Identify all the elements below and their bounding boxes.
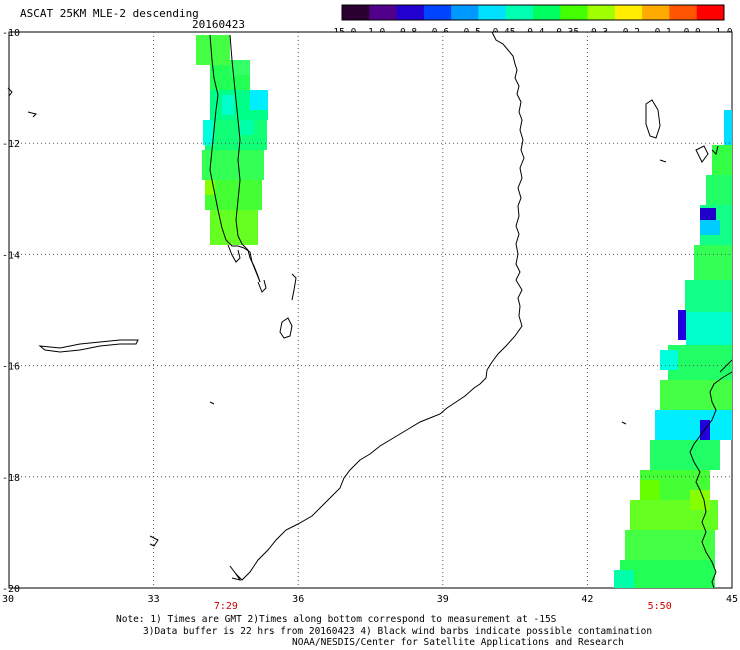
colorbar-segment <box>478 5 507 20</box>
colorbar-segment <box>396 5 425 20</box>
pass-time-labels: 7:29 5:50 <box>214 601 672 612</box>
longitude-labels: 30 33 36 39 42 45 <box>2 594 738 605</box>
map-date: 20160423 <box>192 18 245 31</box>
pass-time-label: 5:50 <box>648 601 672 612</box>
note-line-2: 3)Data buffer is 22 hrs from 20160423 4)… <box>143 625 653 637</box>
longitude-label: 36 <box>292 594 304 605</box>
note-line-3: NOAA/NESDIS/Center for Satellite Applica… <box>292 637 624 648</box>
longitude-label: 33 <box>148 594 160 605</box>
longitude-label: 45 <box>726 594 738 605</box>
swath-right <box>614 110 732 588</box>
colorbar-segment <box>423 5 452 20</box>
latitude-label: -18 <box>2 473 20 484</box>
colorbar-segment <box>587 5 616 20</box>
colorbar-segment <box>560 5 589 20</box>
longitude-label: 30 <box>2 594 14 605</box>
coastline <box>7 31 733 589</box>
colorbar-segment <box>669 5 698 20</box>
colorbar-segment <box>451 5 479 20</box>
colorbar-segment <box>505 5 534 20</box>
colorbar-segment <box>342 5 370 20</box>
colorbar-border <box>341 4 725 21</box>
latitude-label: -14 <box>2 250 20 261</box>
swath-left <box>196 35 268 245</box>
latitude-label: -20 <box>2 584 20 595</box>
latitude-labels: -10 -12 -14 -16 -18 -20 <box>2 28 20 595</box>
map-grid <box>9 32 732 588</box>
latitude-label: -10 <box>2 28 20 39</box>
colorbar-segment <box>642 5 670 20</box>
pass-time-label: 7:29 <box>214 601 238 612</box>
note-line-1: Note: 1) Times are GMT 2)Times along bot… <box>116 614 557 625</box>
longitude-label: 39 <box>437 594 449 605</box>
colorbar-segment <box>369 5 398 20</box>
map-frame <box>8 31 733 589</box>
wind-data-swaths <box>196 35 732 588</box>
latitude-label: -12 <box>2 139 20 150</box>
footnotes: Note: 1) Times are GMT 2)Times along bot… <box>116 614 716 649</box>
map-title: ASCAT 25KM MLE-2 descending <box>20 7 199 20</box>
colorbar-segment <box>614 5 643 20</box>
colorbar <box>341 4 725 21</box>
colorbar-segment <box>533 5 561 20</box>
colorbar-segment <box>696 5 725 20</box>
latitude-label: -16 <box>2 362 20 373</box>
longitude-label: 42 <box>581 594 593 605</box>
